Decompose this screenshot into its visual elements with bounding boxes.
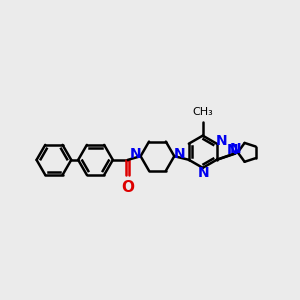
Text: N: N [198,166,210,180]
Text: CH₃: CH₃ [192,107,213,117]
Text: O: O [121,180,134,195]
Text: N: N [215,134,227,148]
Text: N: N [174,147,185,161]
Text: N: N [226,143,238,157]
Text: N: N [230,142,242,156]
Text: N: N [129,147,141,161]
